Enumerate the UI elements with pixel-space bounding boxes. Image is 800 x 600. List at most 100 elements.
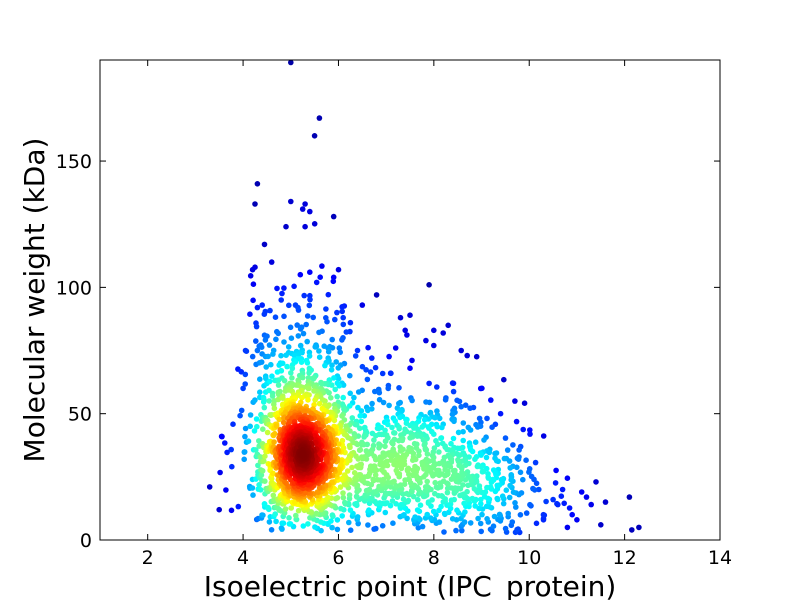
data-point: [328, 395, 334, 401]
data-point: [454, 507, 460, 513]
data-points: [206, 59, 642, 536]
data-point: [483, 503, 490, 510]
data-point: [300, 451, 307, 458]
data-point: [414, 507, 421, 513]
data-point: [385, 479, 391, 486]
data-point: [261, 241, 268, 248]
data-point: [328, 367, 335, 373]
data-point: [307, 296, 313, 303]
data-point: [338, 505, 344, 512]
data-point: [295, 307, 302, 313]
data-point: [422, 446, 429, 453]
data-point: [261, 404, 268, 411]
y-axis-label: Molecular weight (kDa): [18, 138, 51, 463]
data-point: [390, 520, 396, 526]
data-point: [267, 307, 273, 314]
data-point: [426, 380, 432, 387]
data-point: [250, 492, 256, 498]
data-point: [431, 342, 437, 349]
data-point: [352, 353, 359, 359]
data-point: [299, 206, 306, 212]
data-point: [299, 394, 305, 401]
data-point: [279, 360, 286, 367]
data-point: [347, 444, 353, 451]
data-point: [554, 500, 560, 507]
data-point: [334, 517, 341, 523]
data-point: [510, 489, 517, 496]
data-point: [340, 494, 347, 501]
data-point: [391, 478, 397, 485]
data-point: [310, 376, 317, 382]
data-point: [474, 424, 481, 430]
data-point: [442, 397, 449, 403]
data-point: [306, 302, 313, 309]
data-point: [517, 469, 524, 476]
data-point: [264, 429, 271, 436]
data-point: [298, 359, 305, 366]
data-point: [510, 442, 516, 448]
data-point: [373, 525, 379, 532]
data-point: [500, 500, 507, 507]
data-point: [417, 502, 424, 509]
data-point: [235, 503, 242, 510]
data-point: [331, 375, 337, 381]
data-point: [339, 413, 345, 419]
data-point: [278, 368, 285, 374]
data-point: [305, 397, 311, 403]
data-point: [523, 510, 530, 516]
data-point: [444, 446, 450, 453]
data-point: [357, 413, 364, 419]
data-point: [260, 512, 266, 518]
data-point: [278, 352, 284, 359]
data-point: [514, 526, 520, 533]
data-point: [346, 519, 352, 526]
data-point: [293, 512, 299, 519]
data-point: [397, 448, 404, 454]
data-point: [254, 304, 261, 311]
y-axis: 0 50 100 150: [56, 151, 720, 552]
data-point: [410, 493, 417, 500]
data-point: [479, 469, 486, 475]
data-point: [389, 424, 395, 431]
data-point: [460, 420, 467, 426]
data-point: [527, 427, 533, 433]
data-point: [219, 433, 225, 440]
data-point: [481, 437, 487, 443]
data-point: [430, 508, 437, 515]
data-point: [501, 455, 508, 462]
data-point: [484, 484, 490, 491]
data-point: [275, 330, 282, 337]
data-point: [311, 402, 317, 408]
data-point: [379, 370, 386, 377]
data-point: [365, 451, 372, 458]
data-point: [574, 517, 580, 523]
data-point: [455, 429, 462, 436]
x-axis: 2 4 6 8 10 12 14: [142, 60, 732, 569]
data-point: [367, 466, 373, 473]
data-point: [361, 434, 367, 440]
data-point: [263, 364, 270, 370]
data-point: [344, 468, 351, 474]
data-point: [249, 485, 256, 491]
data-point: [459, 527, 465, 534]
data-point: [283, 352, 289, 359]
data-point: [282, 506, 289, 512]
data-point: [358, 408, 365, 414]
data-point: [494, 482, 501, 489]
data-point: [415, 496, 421, 503]
data-point: [316, 400, 323, 407]
data-point: [281, 313, 287, 320]
data-point: [477, 385, 484, 392]
data-point: [564, 524, 571, 531]
data-point: [265, 504, 271, 511]
data-point: [409, 397, 415, 404]
data-point: [288, 198, 294, 205]
data-point: [286, 515, 292, 521]
data-point: [316, 329, 322, 336]
data-point: [353, 500, 360, 507]
data-point: [359, 363, 366, 370]
data-point: [464, 488, 470, 495]
data-point: [242, 433, 248, 440]
data-point: [249, 353, 256, 360]
data-point: [242, 381, 248, 387]
